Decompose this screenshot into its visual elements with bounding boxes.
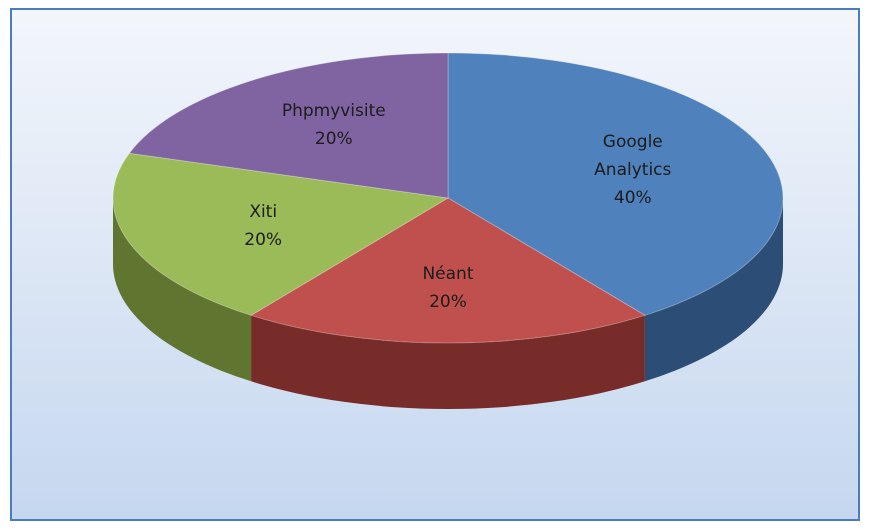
value-label: 40% (613, 188, 652, 209)
slice (447, 52, 784, 316)
category-label: Néant (422, 263, 474, 284)
slice-side (644, 198, 783, 382)
slice (128, 52, 449, 199)
slice-side (251, 315, 645, 409)
slice (112, 152, 450, 316)
slice-label: Google Analytics 40% (558, 128, 708, 212)
category-label: Phpmyvisite (281, 101, 386, 122)
slice (249, 197, 647, 344)
slice-label: Néant 20% (373, 260, 523, 316)
slice-side (113, 198, 252, 382)
slice-label: Phpmyvisite 20% (259, 97, 409, 153)
value-label: 20% (244, 229, 283, 250)
slice-label: Xiti 20% (188, 198, 338, 254)
category-label: Google Analytics (594, 132, 672, 181)
category-label: Xiti (249, 201, 278, 222)
value-label: 20% (314, 129, 353, 150)
value-label: 20% (429, 291, 467, 312)
